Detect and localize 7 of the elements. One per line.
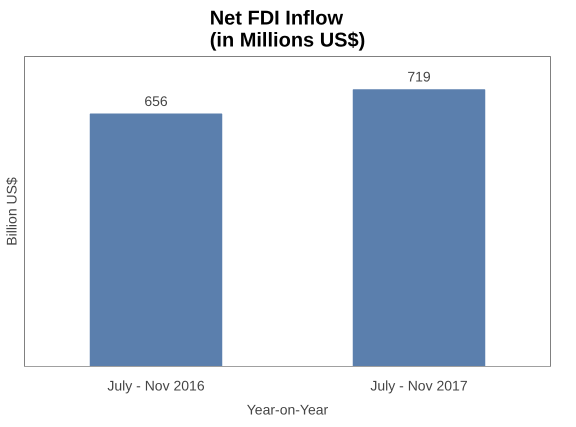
x-axis-title: Year-on-Year [246,402,329,418]
y-axis-title: Billion US$ [4,177,20,246]
data-label: 656 [144,92,168,109]
data-label: 719 [407,68,431,85]
x-tick-label: July - Nov 2016 [107,378,205,394]
chart-title: Net FDI Inflow (in Millions US$) [210,8,366,52]
x-tick-label: July - Nov 2017 [370,378,468,394]
